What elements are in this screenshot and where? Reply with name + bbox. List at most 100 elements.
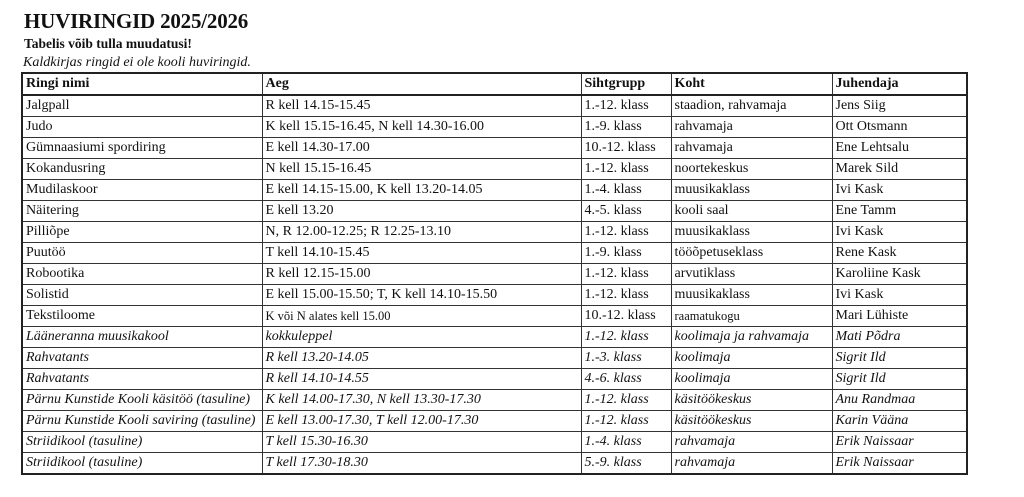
club-name-cell: Rahvatants [21, 347, 263, 369]
table-row: Striidikool (tasuline) T kell 15.30-16.30… [21, 431, 968, 453]
instructor-cell: Mari Lühiste [831, 305, 968, 327]
target-group-cell: 1.-4. klass [580, 431, 672, 453]
table-row: Judo K kell 15.15-16.45, N kell 14.30-16.… [21, 116, 968, 138]
location-cell: staadion, rahvamaja [670, 94, 833, 117]
page-subtitle: Tabelis võib tulla muudatusi! [24, 36, 192, 51]
instructor-cell: Jens Siig [831, 94, 968, 117]
table-row: Pärnu Kunstide Kooli käsitöö (tasuline) K… [21, 389, 968, 411]
target-group-cell: 1.-3. klass [580, 347, 672, 369]
instructor-cell: Ott Otsmann [831, 116, 968, 138]
location-cell: koolimaja ja rahvamaja [670, 326, 833, 348]
target-group-cell: 1.-9. klass [580, 116, 672, 138]
target-group-cell: 1.-12. klass [580, 389, 672, 411]
table-row: Rahvatants R kell 14.10-14.55 4.-6. klass k… [21, 368, 968, 390]
table-row: Näitering E kell 13.20 4.-5. klass kooli sa… [21, 200, 968, 222]
time-cell: R kell 14.10-14.55 [261, 368, 582, 390]
header-ringi-nimi: Ringi nimi [21, 72, 263, 96]
instructor-cell: Marek Sild [831, 158, 968, 180]
time-cell: E kell 13.00-17.30, T kell 12.00-17.30 [261, 410, 582, 432]
club-name-cell: Kokandusring [21, 158, 263, 180]
header-juhendaja: Juhendaja [831, 72, 968, 96]
club-name-cell: Solistid [21, 284, 263, 306]
italic-note: Kaldkirjas ringid ei ole kooli huviringi… [23, 55, 251, 70]
club-name-cell: Pilliõpe [21, 221, 263, 243]
time-cell: R kell 12.15-15.00 [261, 263, 582, 285]
instructor-cell: Ivi Kask [831, 284, 968, 306]
time-cell: K kell 14.00-17.30, N kell 13.30-17.30 [261, 389, 582, 411]
instructor-cell: Sigrit Ild [831, 368, 968, 390]
page-title: HUVIRINGID 2025/2026 [24, 9, 249, 33]
instructor-cell: Anu Randmaa [831, 389, 968, 411]
instructor-cell: Ivi Kask [831, 221, 968, 243]
header-sihtgrupp: Sihtgrupp [580, 72, 672, 96]
table-row: Gümnaasiumi spordiring E kell 14.30-17.00… [21, 137, 968, 159]
table-row: Puutöö T kell 14.10-15.45 1.-9. klass tööõp… [21, 242, 968, 264]
time-cell: E kell 14.30-17.00 [261, 137, 582, 159]
club-name-cell: Striidikool (tasuline) [21, 431, 263, 453]
location-cell: raamatukogu [670, 305, 833, 327]
target-group-cell: 1.-12. klass [580, 221, 672, 243]
location-cell: rahvamaja [670, 137, 833, 159]
instructor-cell: Ene Tamm [831, 200, 968, 222]
target-group-cell: 5.-9. klass [580, 452, 672, 475]
location-cell: rahvamaja [670, 431, 833, 453]
target-group-cell: 1.-12. klass [580, 284, 672, 306]
table-row: Kokandusring N kell 15.15-16.45 1.-12. kla… [21, 158, 968, 180]
table-row: Rahvatants R kell 13.20-14.05 1.-3. klass k… [21, 347, 968, 369]
club-name-cell: Tekstiloome [21, 305, 263, 327]
table-row: Jalgpall R kell 14.15-15.45 1.-12. klass st… [21, 94, 968, 117]
target-group-cell: 1.-12. klass [580, 326, 672, 348]
instructor-cell: Ivi Kask [831, 179, 968, 201]
time-cell: R kell 14.15-15.45 [261, 94, 582, 117]
location-cell: noortekeskus [670, 158, 833, 180]
club-name-cell: Lääneranna muusikakool [21, 326, 263, 348]
club-name-cell: Judo [21, 116, 263, 138]
location-cell: käsitöökeskus [670, 410, 833, 432]
time-cell: K kell 15.15-16.45, N kell 14.30-16.00 [261, 116, 582, 138]
location-cell: muusikaklass [670, 179, 833, 201]
target-group-cell: 1.-9. klass [580, 242, 672, 264]
location-cell: rahvamaja [670, 452, 833, 475]
table-row: Mudilaskoor E kell 14.15-15.00, K kell 13… [21, 179, 968, 201]
location-cell: rahvamaja [670, 116, 833, 138]
target-group-cell: 10.-12. klass [580, 305, 672, 327]
location-cell: muusikaklass [670, 221, 833, 243]
location-cell: arvutiklass [670, 263, 833, 285]
time-cell: E kell 13.20 [261, 200, 582, 222]
location-cell: koolimaja [670, 368, 833, 390]
club-name-cell: Puutöö [21, 242, 263, 264]
club-name-cell: Pärnu Kunstide Kooli käsitöö (tasuline) [21, 389, 263, 411]
club-name-cell: Rahvatants [21, 368, 263, 390]
time-cell: T kell 14.10-15.45 [261, 242, 582, 264]
target-group-cell: 10.-12. klass [580, 137, 672, 159]
instructor-cell: Erik Naissaar [831, 431, 968, 453]
instructor-cell: Karin Vääna [831, 410, 968, 432]
instructor-cell: Sigrit Ild [831, 347, 968, 369]
instructor-cell: Karoliine Kask [831, 263, 968, 285]
time-cell: N kell 15.15-16.45 [261, 158, 582, 180]
table-row: Tekstiloome K või N alates kell 15.00 10.-… [21, 305, 968, 327]
target-group-cell: 1.-12. klass [580, 158, 672, 180]
time-cell: kokkuleppel [261, 326, 582, 348]
club-name-cell: Gümnaasiumi spordiring [21, 137, 263, 159]
club-name-cell: Striidikool (tasuline) [21, 452, 263, 475]
header-koht: Koht [670, 72, 833, 96]
time-cell: K või N alates kell 15.00 [261, 305, 582, 327]
time-cell: E kell 14.15-15.00, K kell 13.20-14.05 [261, 179, 582, 201]
target-group-cell: 4.-6. klass [580, 368, 672, 390]
target-group-cell: 1.-4. klass [580, 179, 672, 201]
location-cell: kooli saal [670, 200, 833, 222]
club-name-cell: Näitering [21, 200, 263, 222]
instructor-cell: Mati Põdra [831, 326, 968, 348]
target-group-cell: 4.-5. klass [580, 200, 672, 222]
header-aeg: Aeg [261, 72, 582, 96]
table-row: Pilliõpe N, R 12.00-12.25; R 12.25-13.10 1… [21, 221, 968, 243]
instructor-cell: Erik Naissaar [831, 452, 968, 475]
club-name-cell: Robootika [21, 263, 263, 285]
instructor-cell: Rene Kask [831, 242, 968, 264]
location-cell: muusikaklass [670, 284, 833, 306]
time-cell: T kell 17.30-18.30 [261, 452, 582, 475]
club-name-cell: Jalgpall [21, 94, 263, 117]
table-row: Robootika R kell 12.15-15.00 1.-12. klass a… [21, 263, 968, 285]
time-cell: R kell 13.20-14.05 [261, 347, 582, 369]
